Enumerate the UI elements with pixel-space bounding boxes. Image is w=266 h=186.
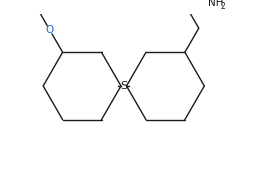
Text: O: O [45, 25, 54, 35]
Text: S: S [120, 81, 127, 91]
Text: 2: 2 [221, 2, 226, 11]
Text: NH: NH [208, 0, 223, 8]
